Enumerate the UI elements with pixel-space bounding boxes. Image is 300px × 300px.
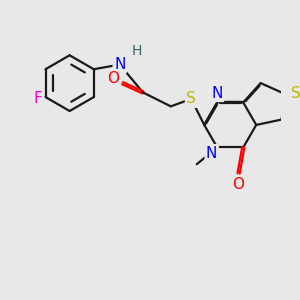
Text: S: S xyxy=(186,92,196,106)
Text: O: O xyxy=(107,71,119,86)
Text: H: H xyxy=(131,44,142,58)
Text: S: S xyxy=(291,86,300,101)
Text: F: F xyxy=(34,92,43,106)
Text: N: N xyxy=(212,85,223,100)
Text: N: N xyxy=(114,57,125,72)
Text: O: O xyxy=(232,177,244,192)
Text: N: N xyxy=(206,146,218,160)
